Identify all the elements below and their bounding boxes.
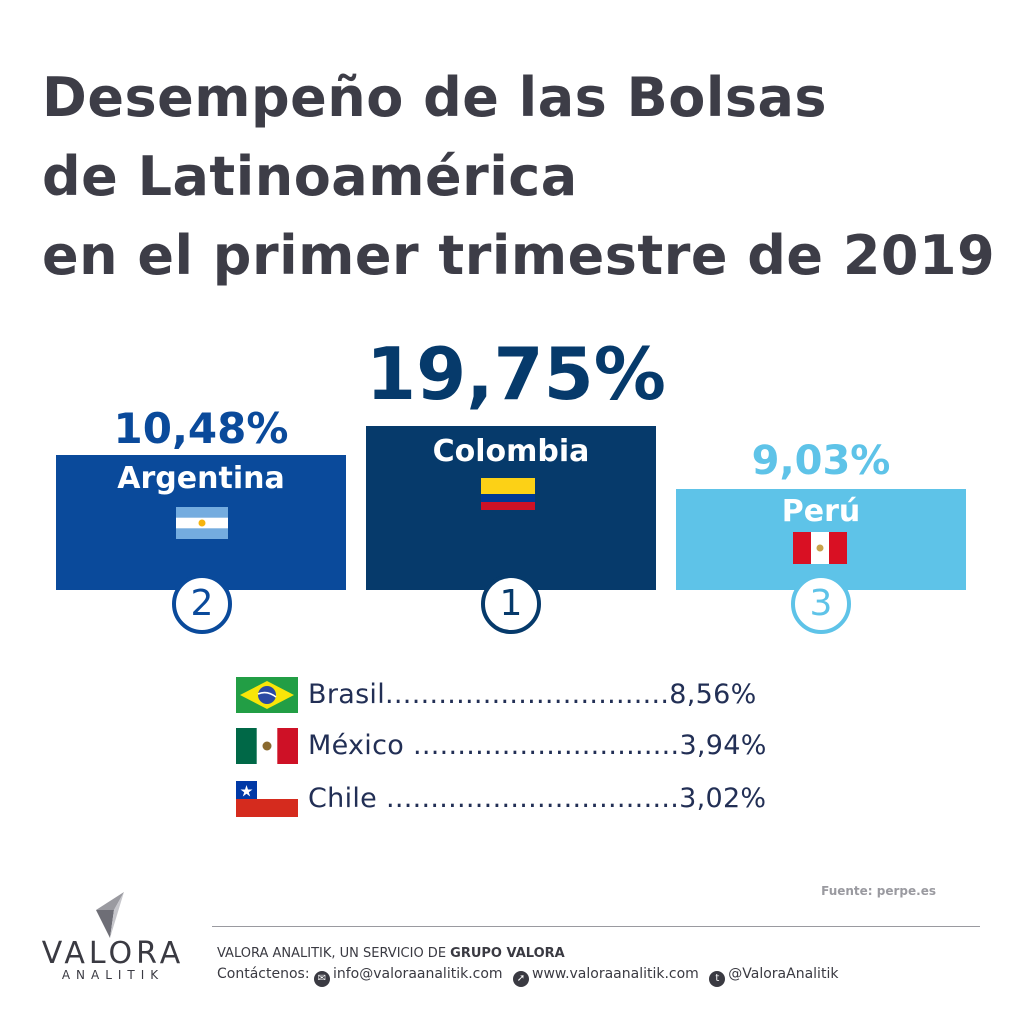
brasil-name: Brasil (308, 679, 386, 710)
footer-divider (212, 926, 980, 927)
argentina-flag-icon (176, 507, 228, 539)
rank-3-badge: 3 (791, 574, 851, 634)
peru-flag-icon (793, 532, 847, 564)
mexico-dots: .............................. (404, 730, 680, 761)
list-item-brasil: Brasil................................8,… (236, 677, 796, 717)
list-item-mexico: México ..............................3,9… (236, 728, 796, 768)
rank-1-badge: 1 (481, 574, 541, 634)
list-item-chile: Chile .................................3… (236, 781, 796, 821)
colombia-value-label: 19,75% (366, 332, 666, 416)
logo-subtitle: ANALITIK (61, 968, 165, 982)
cursor-icon: ➚ (513, 971, 529, 987)
twitter-icon: t (709, 971, 726, 987)
title-line-3: en el primer trimestre de 2019 (42, 224, 996, 287)
mexico-name: México (308, 730, 405, 761)
rank-2-badge: 2 (172, 574, 232, 634)
logo-wordmark: VALORA (41, 936, 185, 971)
contact-website[interactable]: www.valoraanalitik.com (532, 966, 699, 982)
email-icon: ✉ (313, 971, 330, 987)
footer-tagline: VALORA ANALITIK, UN SERVICIO DE GRUPO VA… (217, 946, 565, 961)
contact-email[interactable]: info@valoraanalitik.com (332, 966, 503, 982)
chile-flag-icon (236, 781, 298, 817)
brasil-dots: ................................ (385, 679, 670, 710)
page-title: Desempeño de las Bolsas de Latinoamérica… (42, 58, 1002, 295)
contact-twitter[interactable]: @ValoraAnalitik (728, 966, 839, 982)
tagline-brand: GRUPO VALORA (450, 946, 565, 961)
chile-name: Chile (308, 783, 378, 814)
colombia-flag-icon (481, 478, 535, 510)
argentina-value-label: 10,48% (113, 404, 289, 453)
colombia-label: Colombia (432, 434, 590, 469)
mexico-value: 3,94% (679, 730, 767, 761)
source-note: Fuente: perpe.es (821, 884, 936, 898)
mexico-flag-icon (236, 728, 298, 764)
title-line-2: de Latinoamérica (42, 145, 578, 208)
chile-dots: ................................. (377, 783, 680, 814)
tagline-prefix: VALORA ANALITIK, UN SERVICIO DE (217, 946, 451, 961)
brasil-value: 8,56% (669, 679, 757, 710)
valora-logo-icon (88, 892, 132, 938)
brazil-flag-icon (236, 677, 298, 713)
chile-value: 3,02% (679, 783, 767, 814)
peru-value-label: 9,03% (751, 438, 891, 484)
title-line-1: Desempeño de las Bolsas (42, 66, 828, 129)
peru-label: Perú (781, 494, 861, 529)
argentina-label: Argentina (117, 461, 285, 496)
contact-label: Contáctenos: (217, 966, 310, 982)
footer-contacts: Contáctenos: ✉ info@valoraanalitik.com ➚ w… (217, 966, 838, 987)
